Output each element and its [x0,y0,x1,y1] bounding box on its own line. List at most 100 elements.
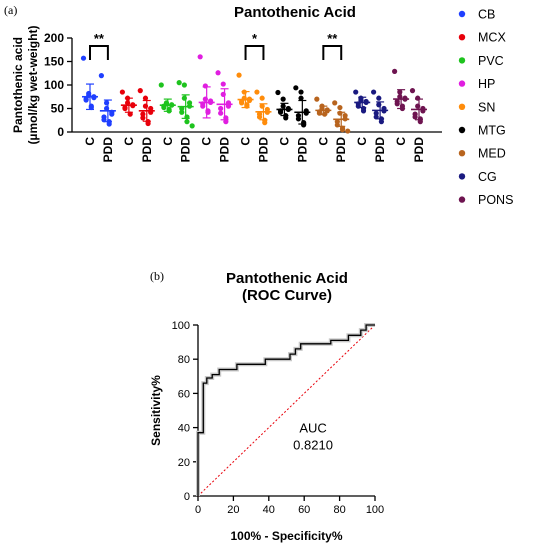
data-point [280,96,286,102]
data-point [339,127,346,133]
data-point [215,70,221,76]
y-tick-label: 100 [44,78,64,92]
legend-marker [458,57,466,64]
data-point [179,109,185,115]
roc-y-tick-label: 0 [184,491,190,503]
data-point [148,105,154,112]
data-point [137,88,143,94]
roc-title-line: (ROC Curve) [242,287,332,304]
reference-line [197,324,376,497]
x-tick-label: PDD [373,137,387,163]
data-point [277,109,284,115]
roc-title-line: Pantothenic Acid [226,270,348,287]
data-point [392,68,398,74]
y-tick-label: 200 [44,31,64,45]
data-point [218,110,224,116]
y-tick-label: 150 [44,55,64,69]
roc-y-tick-label: 40 [178,423,190,435]
significance-label: ** [94,31,105,46]
roc-x-tick-label: 40 [263,504,275,516]
roc-y-axis-label: Sensitivity% [149,375,163,446]
y-tick-label: 50 [51,102,65,116]
significance-bracket [89,45,109,60]
data-point [345,128,351,134]
significance-label: * [252,31,258,46]
legend-label: MTG [478,124,506,138]
data-point [256,114,263,120]
data-point [283,115,289,121]
data-point [197,54,203,60]
data-point [122,105,128,112]
y-tick-label: 0 [57,125,64,139]
significance-bracket [322,45,343,60]
x-tick-label: C [316,137,330,146]
data-point [176,80,182,86]
x-tick-label: PDD [218,137,232,163]
legend-label: PVC [478,54,504,68]
data-point [184,119,190,125]
y-axis-label-line: (µmol/kg wet-weight) [26,26,40,145]
x-tick-label: PDD [140,137,154,163]
data-point [145,120,151,127]
legend-label: PONS [478,193,513,207]
roc-x-axis-label: 100% - Specificity% [230,529,342,543]
x-tick-label: C [83,137,97,146]
legend-marker [458,173,466,180]
roc-x-tick-label: 80 [333,504,345,516]
legend-marker [458,126,466,134]
data-point [158,82,164,88]
data-point [109,111,115,117]
x-tick-label: C [239,137,253,146]
data-point [371,89,377,95]
data-point [295,116,302,122]
legend-label: HP [478,77,495,91]
data-point [83,97,89,103]
data-point [314,96,320,102]
significance-label: ** [327,31,338,46]
legend-marker [458,34,466,41]
legend-marker [458,10,466,18]
panel-b-label: (b) [150,269,164,283]
x-tick-label: C [277,137,291,146]
data-point [275,89,281,96]
x-tick-label: PDD [334,137,348,163]
scatter-chart: Pantothenic Acid 0 50 100 150 200 Pantothenic … [11,4,442,162]
data-point [373,110,379,116]
chart-title: Pantothenic Acid [234,4,356,21]
data-point [376,95,382,101]
data-point [293,85,299,91]
data-point [98,73,104,79]
roc-x-tick-label: 20 [227,504,239,516]
data-point [409,88,416,94]
legend-label: MCX [478,31,506,45]
data-point [91,95,97,101]
x-tick-label: C [394,137,408,146]
data-point [80,55,87,61]
data-point [298,89,304,95]
auc-value: 0.8210 [293,438,333,453]
data-point [262,120,268,126]
data-point [303,110,309,116]
data-point [140,111,146,117]
x-tick-label: C [200,137,214,146]
auc-label: AUC [299,421,326,436]
roc-y-tick-label: 20 [178,457,190,469]
data-point [142,95,149,101]
data-point [140,115,146,121]
legend-label: CB [478,8,495,22]
roc-curve [197,324,375,496]
roc-x-tick-label: 60 [298,504,310,516]
x-tick-label: C [355,137,369,146]
data-point [337,104,343,111]
legend-label: MED [478,147,506,161]
legend-marker [458,150,466,157]
data-point [218,105,224,112]
legend: CB MCX PVC HP SN MTG MED CG PONS [458,8,513,207]
data-point [161,104,167,111]
data-point [394,101,400,107]
roc-y-tick-label: 100 [172,320,190,332]
x-tick-label: PDD [295,137,309,163]
roc-y-tick-label: 80 [178,354,190,366]
data-point [360,108,367,114]
